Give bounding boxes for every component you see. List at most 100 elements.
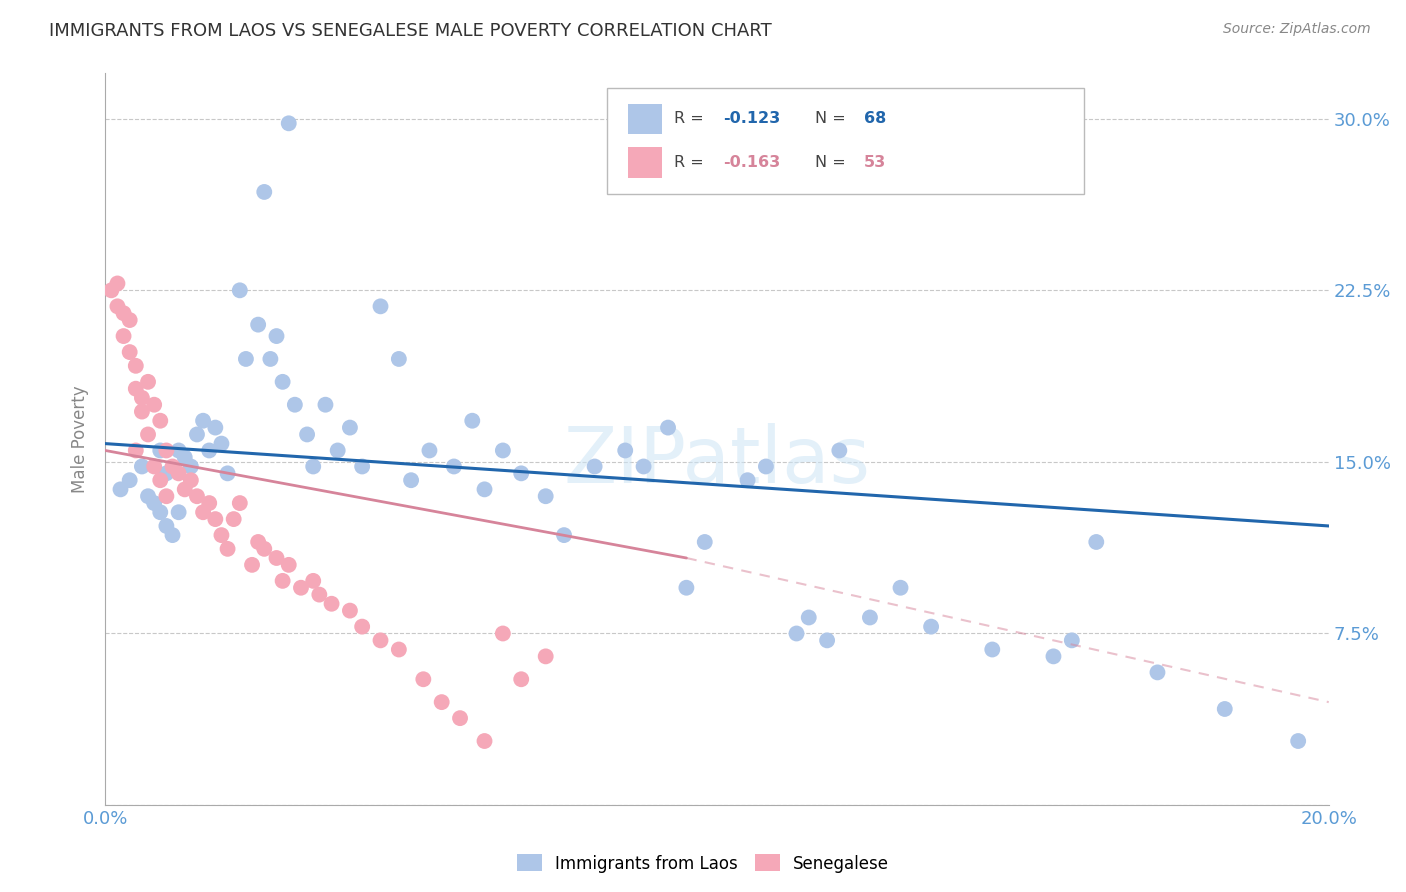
Point bbox=[253, 185, 276, 199]
Point bbox=[1060, 633, 1083, 648]
Point bbox=[675, 581, 697, 595]
Point bbox=[118, 345, 141, 359]
Point bbox=[162, 528, 184, 542]
Point bbox=[118, 313, 141, 327]
Point bbox=[449, 711, 471, 725]
Point bbox=[418, 443, 440, 458]
Point bbox=[191, 414, 214, 428]
Point bbox=[167, 443, 190, 458]
Point bbox=[302, 574, 325, 588]
Point bbox=[143, 459, 166, 474]
Point bbox=[155, 467, 177, 481]
Bar bbox=[627, 103, 662, 135]
Point bbox=[100, 283, 122, 297]
Point bbox=[1042, 649, 1064, 664]
Point bbox=[399, 473, 422, 487]
Point bbox=[1085, 535, 1108, 549]
Point bbox=[173, 450, 195, 465]
Point bbox=[443, 459, 465, 474]
Point bbox=[125, 443, 148, 458]
Point bbox=[112, 306, 135, 320]
Text: N =: N = bbox=[815, 112, 851, 127]
Point bbox=[136, 489, 159, 503]
Point bbox=[326, 443, 349, 458]
Point bbox=[657, 420, 679, 434]
Point bbox=[314, 398, 336, 412]
Point bbox=[229, 496, 252, 510]
Point bbox=[370, 299, 392, 313]
Text: N =: N = bbox=[815, 155, 851, 170]
Text: R =: R = bbox=[673, 112, 709, 127]
Point bbox=[786, 626, 808, 640]
Point bbox=[370, 633, 392, 648]
Point bbox=[352, 459, 374, 474]
Point bbox=[737, 473, 759, 487]
Point bbox=[388, 351, 411, 366]
Legend: Immigrants from Laos, Senegalese: Immigrants from Laos, Senegalese bbox=[510, 847, 896, 880]
Point bbox=[388, 642, 411, 657]
Point bbox=[186, 427, 208, 442]
Point bbox=[107, 299, 129, 313]
Point bbox=[412, 672, 434, 686]
Point bbox=[149, 443, 172, 458]
Point bbox=[693, 535, 716, 549]
Point bbox=[633, 459, 655, 474]
Point bbox=[339, 604, 361, 618]
Point bbox=[149, 473, 172, 487]
Point bbox=[247, 535, 270, 549]
Point bbox=[302, 459, 325, 474]
Point bbox=[229, 283, 252, 297]
Point bbox=[352, 619, 374, 633]
Text: 68: 68 bbox=[863, 112, 886, 127]
Point bbox=[240, 558, 263, 572]
Point bbox=[186, 489, 208, 503]
Point bbox=[204, 420, 226, 434]
Point bbox=[474, 734, 496, 748]
Point bbox=[112, 329, 135, 343]
Point bbox=[321, 597, 343, 611]
Point bbox=[266, 551, 288, 566]
Point bbox=[211, 528, 233, 542]
Point bbox=[981, 642, 1004, 657]
Point bbox=[271, 375, 294, 389]
Point bbox=[510, 672, 533, 686]
Point bbox=[118, 473, 141, 487]
Text: -0.123: -0.123 bbox=[723, 112, 780, 127]
Point bbox=[167, 505, 190, 519]
Point bbox=[131, 459, 153, 474]
Point bbox=[277, 116, 299, 130]
Point bbox=[492, 443, 515, 458]
Point bbox=[920, 619, 942, 633]
Point bbox=[534, 649, 557, 664]
Point bbox=[125, 359, 148, 373]
Point bbox=[253, 541, 276, 556]
Point bbox=[235, 351, 257, 366]
Text: -0.163: -0.163 bbox=[723, 155, 780, 170]
Point bbox=[583, 459, 606, 474]
Text: ZIPatlas: ZIPatlas bbox=[564, 423, 870, 499]
Y-axis label: Male Poverty: Male Poverty bbox=[72, 385, 89, 493]
Point bbox=[173, 483, 195, 497]
Point bbox=[461, 414, 484, 428]
Point bbox=[859, 610, 882, 624]
Point bbox=[136, 427, 159, 442]
Point bbox=[290, 581, 312, 595]
Point bbox=[143, 496, 166, 510]
Point bbox=[217, 541, 239, 556]
Point bbox=[492, 626, 515, 640]
Point bbox=[1286, 734, 1309, 748]
Point bbox=[339, 420, 361, 434]
Point bbox=[143, 398, 166, 412]
Point bbox=[222, 512, 245, 526]
Point bbox=[155, 443, 177, 458]
Point bbox=[295, 427, 318, 442]
Point bbox=[204, 512, 226, 526]
Point bbox=[131, 404, 153, 418]
Point bbox=[131, 391, 153, 405]
Text: R =: R = bbox=[673, 155, 709, 170]
Point bbox=[614, 443, 637, 458]
Point bbox=[1146, 665, 1168, 680]
Point bbox=[534, 489, 557, 503]
Point bbox=[308, 588, 330, 602]
Point bbox=[167, 467, 190, 481]
